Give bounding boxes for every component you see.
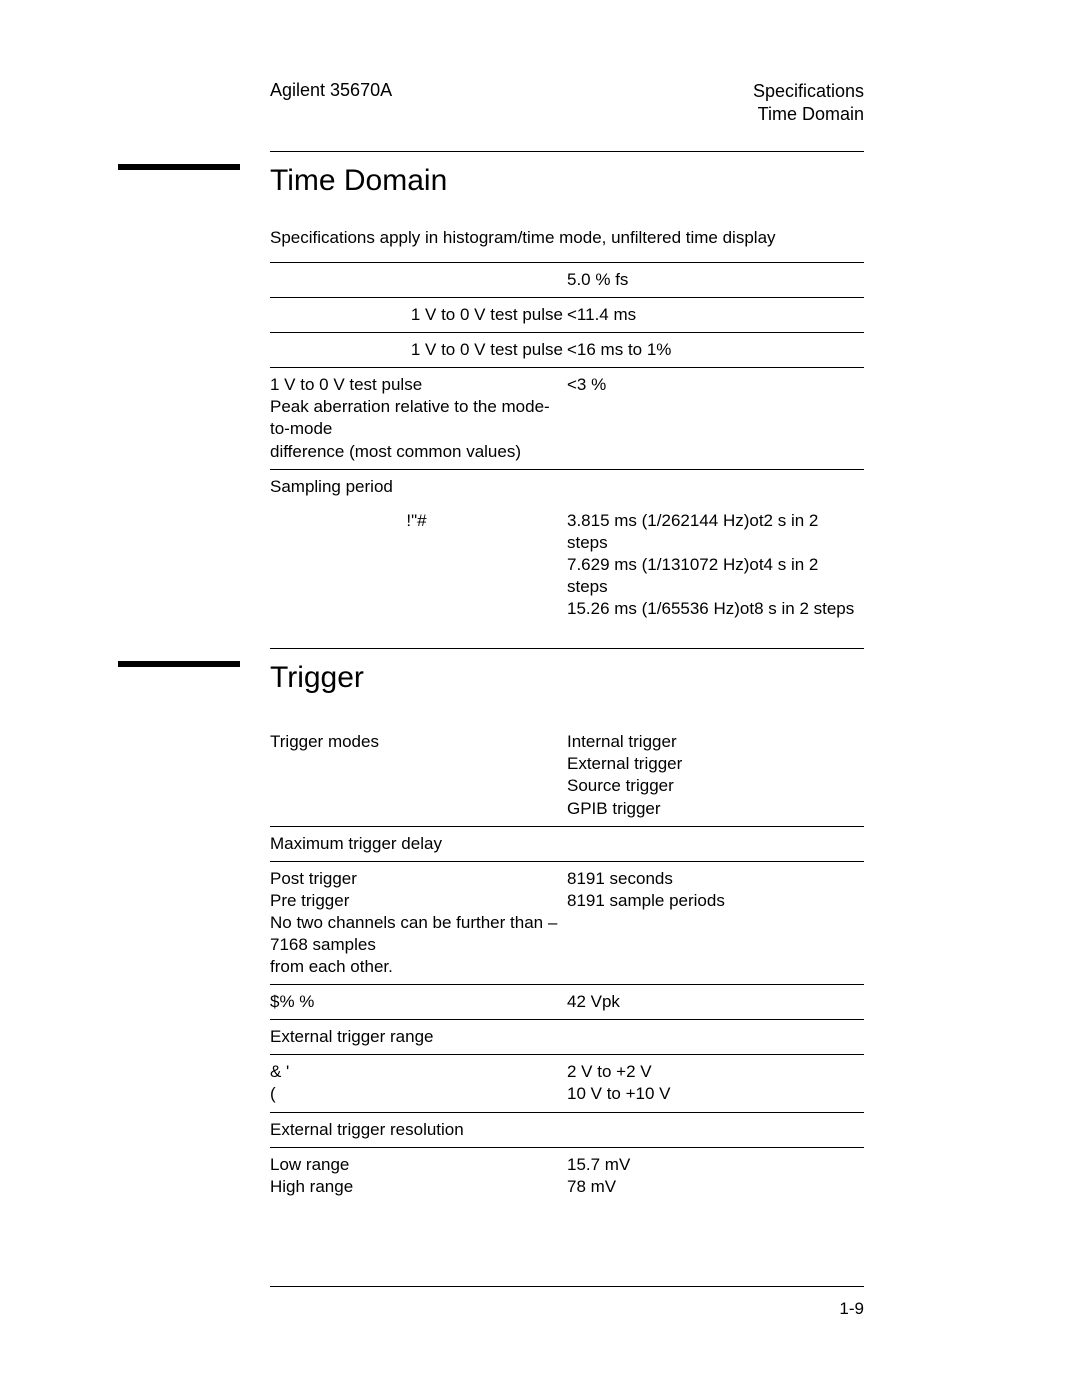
spec-value: [567, 1112, 864, 1147]
spec-value: 2 V to +2 V 10 V to +10 V: [567, 1055, 864, 1112]
spec-label: 1 V to 0 V test pulse Peak aberration re…: [270, 368, 567, 469]
trigger-tbody: Trigger modes Internal trigger External …: [270, 725, 864, 1204]
spec-label: Post trigger Pre trigger No two channels…: [270, 861, 567, 984]
table-row: Post trigger Pre trigger No two channels…: [270, 861, 864, 984]
footer-rule: [270, 1286, 864, 1287]
trigger-table: Trigger modes Internal trigger External …: [270, 725, 864, 1204]
page-number: 1-9: [839, 1299, 864, 1319]
page: Agilent 35670A Specifications Time Domai…: [0, 0, 1080, 1397]
table-row: 1 V to 0 V test pulse<11.4 ms: [270, 298, 864, 333]
spec-value: [567, 826, 864, 861]
table-row: Sampling period: [270, 469, 864, 504]
section-time-domain: Time Domain Specifications apply in hist…: [120, 164, 864, 626]
spec-label: External trigger range: [270, 1020, 567, 1055]
section-content: Time Domain Specifications apply in hist…: [270, 164, 864, 626]
spec-label: 1 V to 0 V test pulse: [270, 298, 567, 333]
table-row: & ' (2 V to +2 V 10 V to +10 V: [270, 1055, 864, 1112]
spec-value: 8191 seconds 8191 sample periods: [567, 861, 864, 984]
table-row: $% %42 Vpk: [270, 985, 864, 1020]
spec-label: & ' (: [270, 1055, 567, 1112]
spec-label: !"#: [270, 504, 567, 626]
spec-label: $% %: [270, 985, 567, 1020]
spec-label: 1 V to 0 V test pulse: [270, 333, 567, 368]
spec-label: External trigger resolution: [270, 1112, 567, 1147]
spec-value: <3 %: [567, 368, 864, 469]
header-right-line1: Specifications: [753, 80, 864, 103]
section-title: Time Domain: [270, 164, 864, 198]
table-row: !"#3.815 ms (1/262144 Hz)ot2 s in 2 step…: [270, 504, 864, 626]
spec-label: [270, 263, 567, 298]
spec-value: [567, 469, 864, 504]
section-divider: [270, 648, 864, 649]
header-left: Agilent 35670A: [270, 80, 392, 101]
spec-value: [567, 1020, 864, 1055]
time-domain-table: 5.0 % fs1 V to 0 V test pulse<11.4 ms1 V…: [270, 262, 864, 626]
spec-value: 15.7 mV 78 mV: [567, 1147, 864, 1204]
section-marker: [118, 661, 240, 667]
header-right-line2: Time Domain: [753, 103, 864, 126]
header-right: Specifications Time Domain: [753, 80, 864, 125]
table-row: External trigger range: [270, 1020, 864, 1055]
table-row: Trigger modes Internal trigger External …: [270, 725, 864, 826]
spec-value: Internal trigger External trigger Source…: [567, 725, 864, 826]
spec-label: Maximum trigger delay: [270, 826, 567, 861]
spec-value: 42 Vpk: [567, 985, 864, 1020]
spec-value: 5.0 % fs: [567, 263, 864, 298]
spec-label: Low range High range: [270, 1147, 567, 1204]
section-content: Trigger Trigger modes Internal trigger E…: [270, 661, 864, 1204]
spec-value: 3.815 ms (1/262144 Hz)ot2 s in 2 steps 7…: [567, 504, 864, 626]
table-row: External trigger resolution: [270, 1112, 864, 1147]
page-header: Agilent 35670A Specifications Time Domai…: [270, 80, 864, 125]
table-row: 1 V to 0 V test pulse<16 ms to 1%: [270, 333, 864, 368]
time-domain-tbody: 5.0 % fs1 V to 0 V test pulse<11.4 ms1 V…: [270, 263, 864, 627]
spec-value: <11.4 ms: [567, 298, 864, 333]
section-trigger: Trigger Trigger modes Internal trigger E…: [120, 661, 864, 1204]
table-row: 5.0 % fs: [270, 263, 864, 298]
table-row: Maximum trigger delay: [270, 826, 864, 861]
spec-value: <16 ms to 1%: [567, 333, 864, 368]
spec-label: Sampling period: [270, 469, 567, 504]
table-row: 1 V to 0 V test pulse Peak aberration re…: [270, 368, 864, 469]
table-row: Low range High range15.7 mV 78 mV: [270, 1147, 864, 1204]
section-marker: [118, 164, 240, 170]
spec-label: Trigger modes: [270, 725, 567, 826]
header-rule: [270, 151, 864, 152]
section-note: Specifications apply in histogram/time m…: [270, 228, 864, 248]
section-title: Trigger: [270, 661, 864, 695]
